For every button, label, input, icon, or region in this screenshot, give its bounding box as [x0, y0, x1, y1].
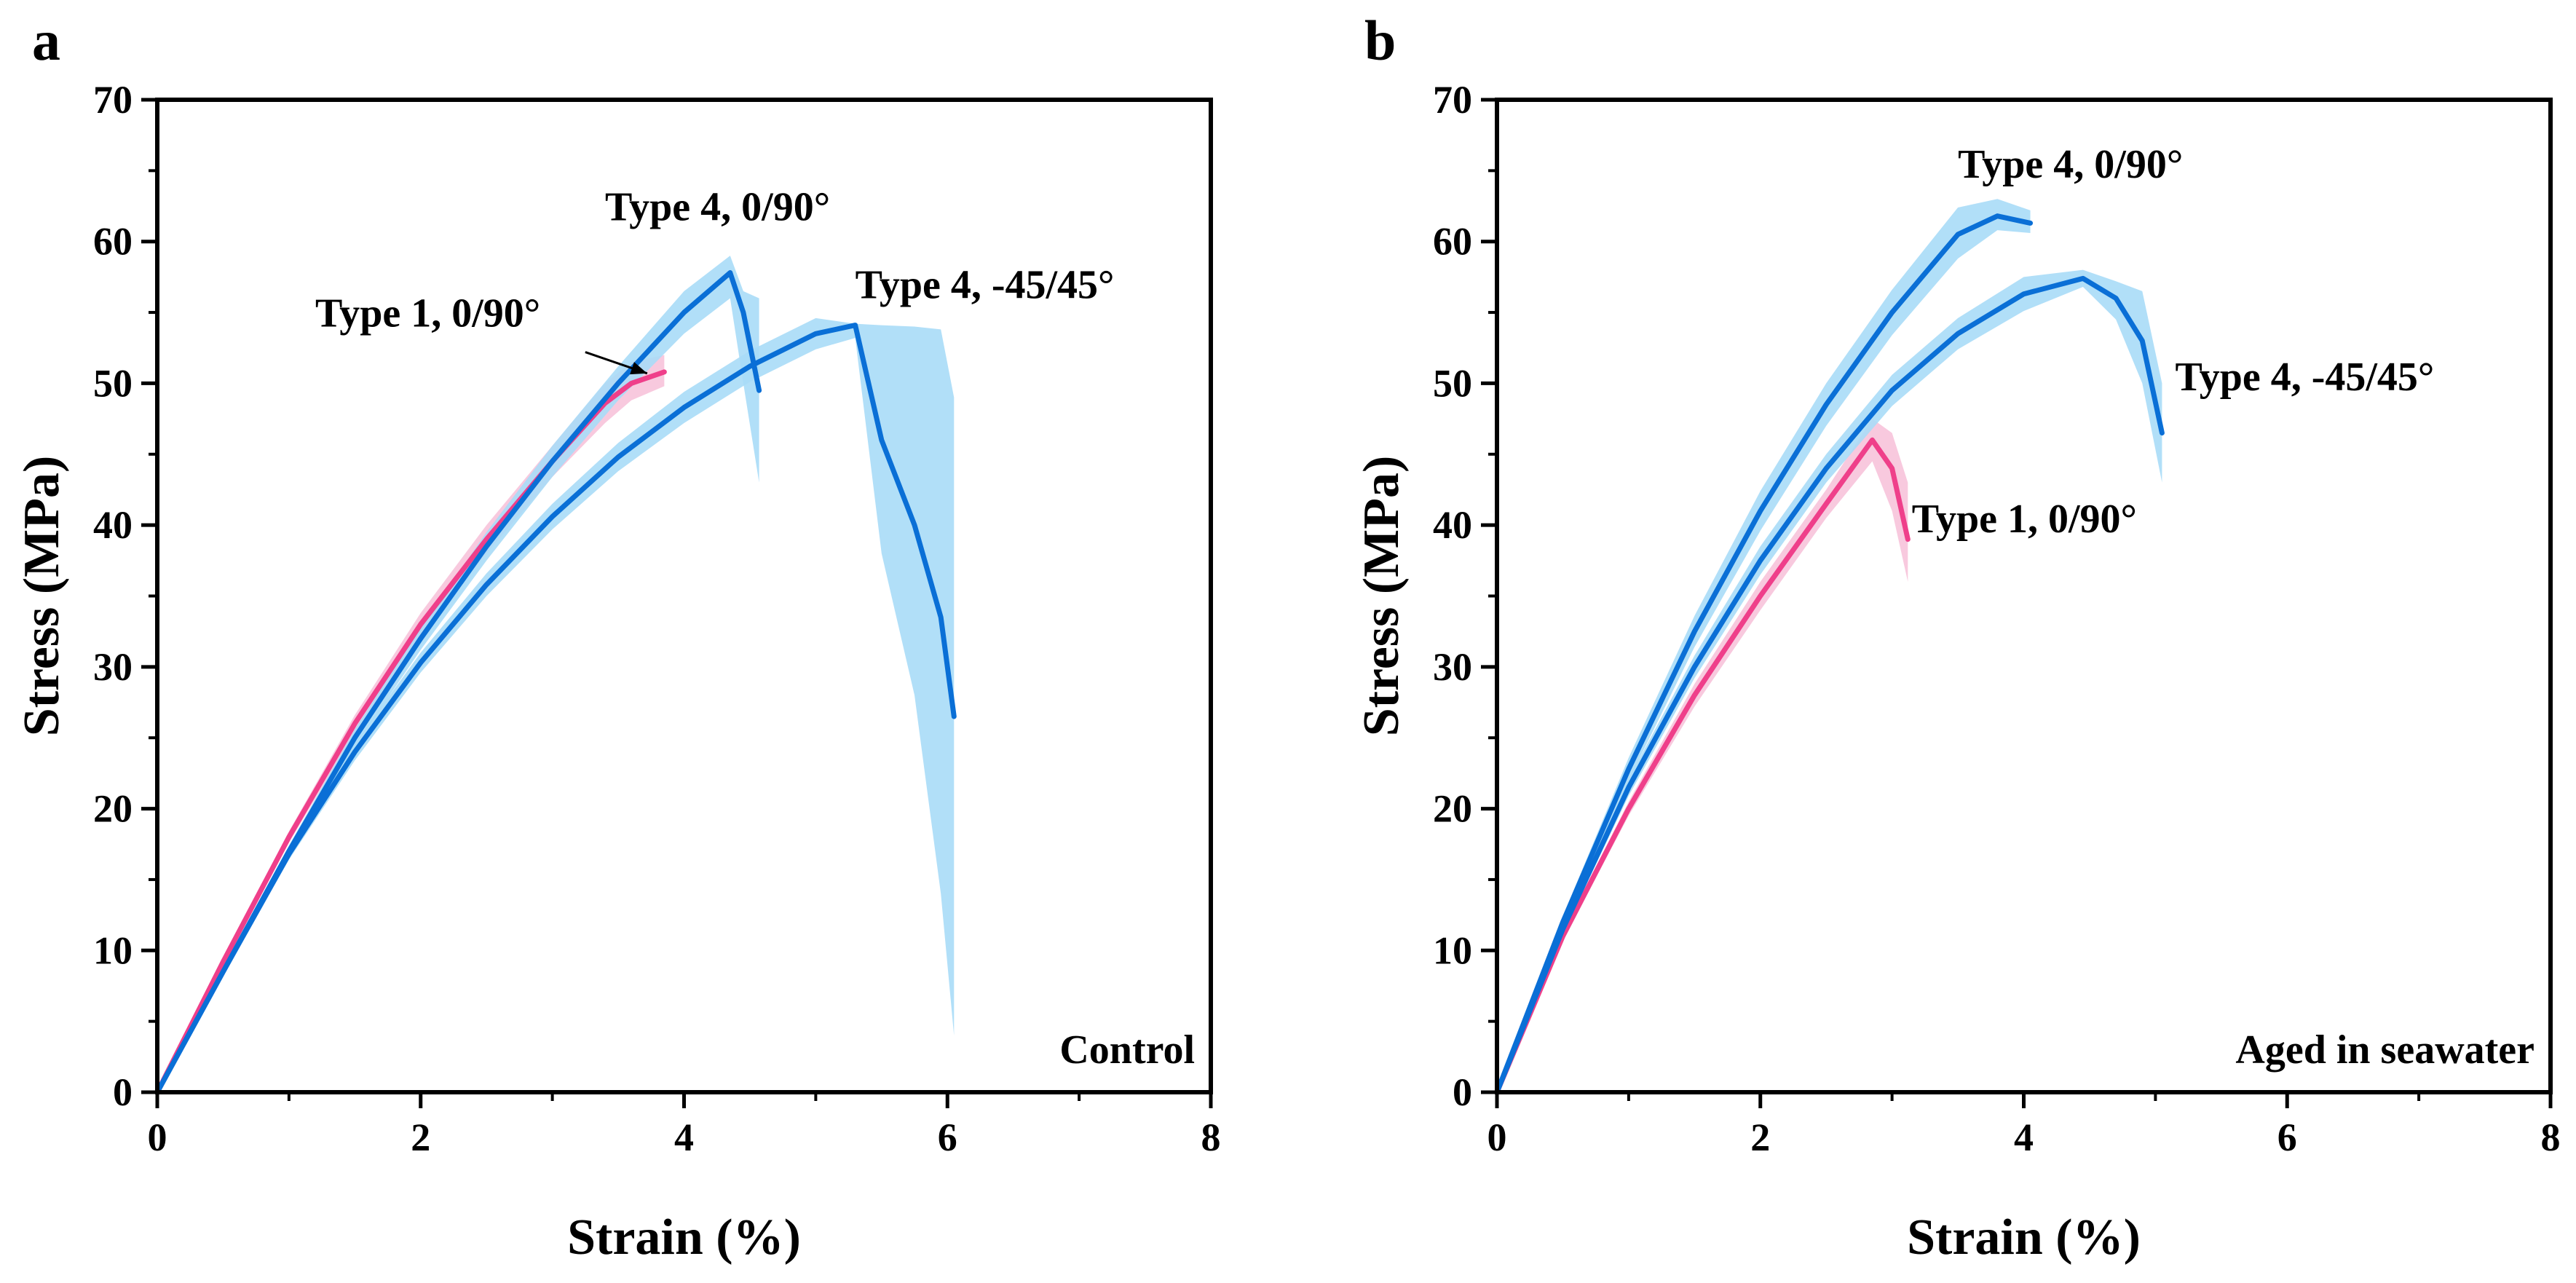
x-tick-label: 8 — [2541, 1116, 2561, 1159]
series-annotation: Type 4, -45/45° — [2176, 355, 2435, 400]
y-tick-label: 10 — [1433, 928, 1472, 972]
y-tick-label: 60 — [93, 220, 133, 264]
uncertainty-bands — [157, 256, 955, 1093]
y-axis-label: Stress (MPa) — [1354, 456, 1410, 737]
x-tick-label: 2 — [1750, 1116, 1770, 1159]
line-series-2 — [154, 323, 957, 1095]
series-lines — [1494, 213, 2165, 1095]
y-tick-label: 50 — [1433, 361, 1472, 405]
annotation-arrow-head — [630, 362, 647, 375]
annotations: Type 4, 0/90° Type 4, -45/45° Type 1, 0/90… — [1912, 142, 2435, 542]
y-tick-label: 40 — [1433, 503, 1472, 547]
series-annotation: Type 4, -45/45° — [856, 263, 1115, 308]
corner-label: Aged in seawater — [2235, 1027, 2534, 1073]
y-tick-label: 70 — [1433, 78, 1472, 122]
x-axis-label: Strain (%) — [1907, 1209, 2141, 1266]
line-series-0 — [1494, 437, 1911, 1095]
y-tick-label: 0 — [113, 1070, 133, 1114]
y-axis-label: Stress (MPa) — [14, 456, 70, 737]
y-tick-label: 30 — [1433, 645, 1472, 689]
series-annotation: Type 1, 0/90° — [315, 291, 540, 336]
series-annotation: Type 1, 0/90° — [1912, 497, 2137, 542]
x-tick-label: 0 — [1487, 1116, 1507, 1159]
x-tick-label: 8 — [1201, 1116, 1221, 1159]
line-series-1 — [1494, 213, 2034, 1095]
y-tick-label: 50 — [93, 361, 133, 405]
chart-panel-a: a 0 2 4 6 8 0 10 20 30 40 50 60 70 Strain (%) Stress… — [14, 9, 1221, 1266]
band-series-2 — [157, 317, 955, 1092]
y-tick-label: 30 — [93, 645, 133, 689]
chart-panel-b: b 0 2 4 6 8 0 10 20 30 40 50 60 70 Strain (%) Stress… — [1354, 9, 2561, 1266]
y-tick-label: 60 — [1433, 220, 1472, 264]
x-tick-label: 4 — [674, 1116, 694, 1159]
x-axis-label: Strain (%) — [567, 1209, 801, 1266]
panel-letter: b — [1364, 9, 1396, 72]
y-tick-label: 70 — [93, 78, 133, 122]
panel-letter: a — [32, 9, 60, 72]
x-tick-label: 6 — [938, 1116, 957, 1159]
x-tick-label: 6 — [2277, 1116, 2297, 1159]
x-tick-label: 0 — [148, 1116, 167, 1159]
y-tick-label: 20 — [1433, 787, 1472, 831]
line-series-2 — [1494, 275, 2165, 1095]
y-tick-label: 40 — [93, 503, 133, 547]
x-tick-label: 2 — [411, 1116, 430, 1159]
series-annotation: Type 4, 0/90° — [1958, 142, 2183, 187]
line-series-0 — [154, 369, 667, 1095]
corner-label: Control — [1059, 1027, 1195, 1073]
tick-labels: 0 2 4 6 8 0 10 20 30 40 50 60 70 — [93, 78, 1221, 1159]
series-lines — [154, 270, 957, 1095]
y-tick-label: 20 — [93, 787, 133, 831]
series-annotation: Type 4, 0/90° — [605, 185, 830, 230]
axis-ticks — [141, 98, 1213, 1108]
annotations: Type 4, 0/90° Type 1, 0/90° Type 4, -45/45… — [315, 185, 1114, 375]
x-tick-label: 4 — [2014, 1116, 2034, 1159]
y-tick-label: 10 — [93, 928, 133, 972]
axis-ticks — [1481, 98, 2553, 1108]
y-tick-label: 0 — [1453, 1070, 1472, 1114]
tick-labels: 0 2 4 6 8 0 10 20 30 40 50 60 70 — [1433, 78, 2561, 1159]
